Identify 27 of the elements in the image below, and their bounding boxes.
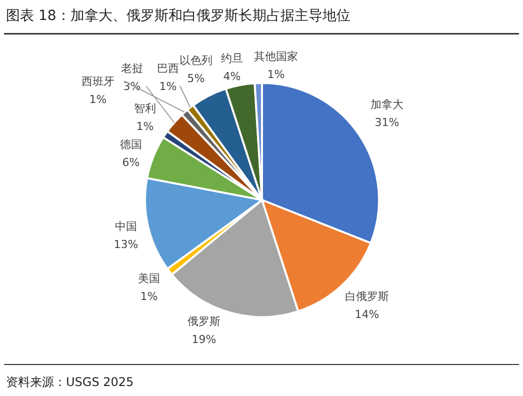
data-label: 19% — [192, 333, 216, 346]
data-label: 1% — [89, 93, 107, 106]
slice-label: 其他国家 — [254, 50, 298, 63]
text: 资料来源：USGS 2025 — [6, 375, 134, 389]
slice-label: 约旦 — [221, 52, 243, 65]
data-label: 1% — [159, 80, 177, 93]
slice-label: 德国 — [120, 138, 142, 151]
data-label: 5% — [187, 72, 205, 85]
slice-label: 加拿大 — [370, 98, 404, 111]
slice-label: 西班牙 — [82, 75, 114, 88]
slice-label: 白俄罗斯 — [345, 290, 389, 303]
slice-label: 以色列 — [180, 54, 212, 67]
chart-title: 图表 18：加拿大、俄罗斯和白俄罗斯长期占据主导地位 — [6, 8, 350, 24]
slice-label: 智利 — [134, 102, 156, 115]
slice-label: 美国 — [138, 272, 160, 285]
slice-label: 巴西 — [157, 62, 179, 75]
data-label: 4% — [223, 70, 241, 83]
slice-label: 老挝 — [121, 62, 143, 75]
slice-label: 俄罗斯 — [188, 315, 220, 328]
data-label: 1% — [140, 290, 158, 303]
data-label: 1% — [136, 120, 154, 133]
data-label: 6% — [122, 156, 140, 169]
data-label: 13% — [114, 238, 138, 251]
data-label: 14% — [354, 308, 380, 321]
data-label: 31% — [374, 116, 400, 129]
data-label: 1% — [267, 68, 285, 81]
slice-label: 中国 — [115, 220, 137, 233]
